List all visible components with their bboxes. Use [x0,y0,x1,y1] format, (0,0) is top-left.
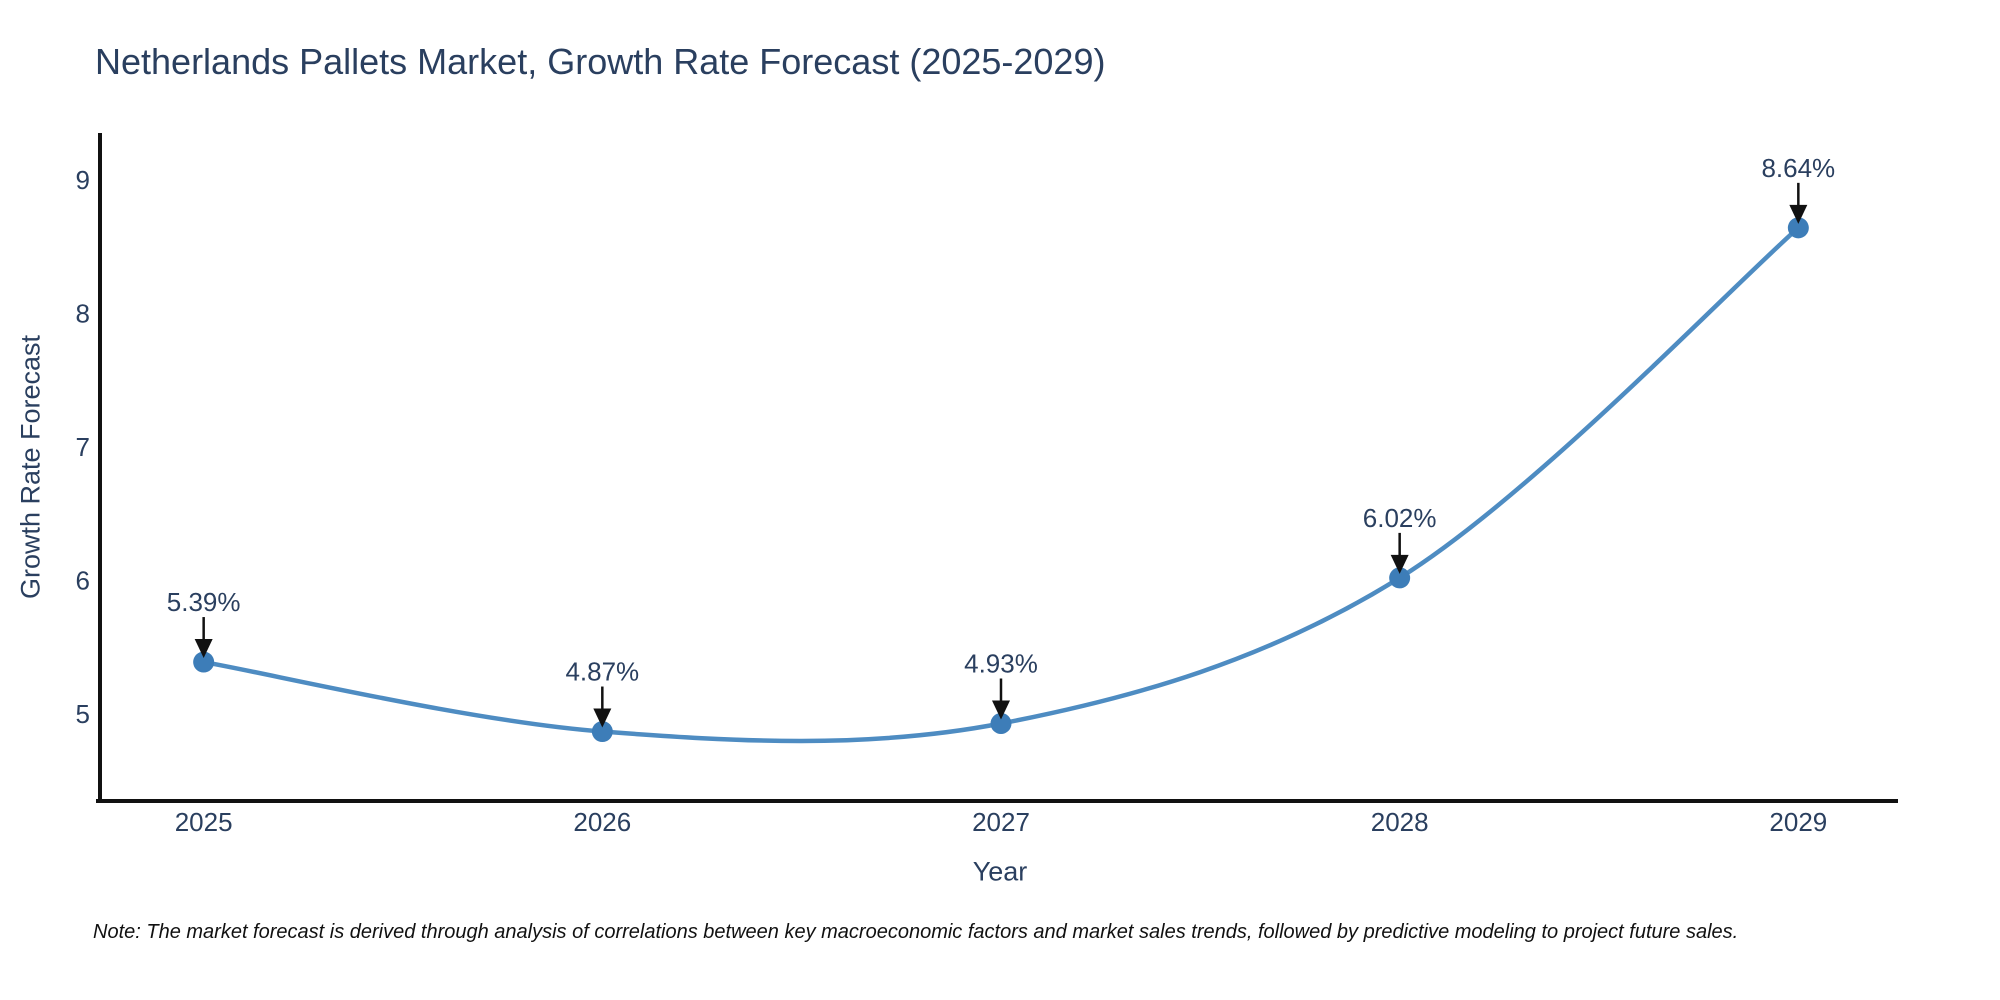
y-tick-label: 7 [76,432,90,462]
x-tick-label: 2028 [1371,807,1429,837]
annotation-arrowhead-icon [1789,204,1808,224]
data-point-marker [591,721,613,743]
data-point-label: 4.87% [565,657,639,687]
y-axis-title: Growth Rate Forecast [15,334,46,600]
y-tick-label: 8 [76,298,90,328]
data-point-label: 6.02% [1363,503,1437,533]
annotation-arrowhead-icon [593,708,612,728]
annotation-arrowhead-icon [991,700,1010,720]
footnote: Note: The market forecast is derived thr… [93,921,1739,943]
x-tick-label: 2029 [1769,807,1827,837]
x-tick-label: 2025 [175,807,233,837]
x-tick-label: 2027 [972,807,1030,837]
data-point-label: 5.39% [167,587,241,617]
y-tick-label: 5 [76,699,90,729]
annotation-arrowhead-icon [1390,554,1409,574]
data-point-marker [193,651,215,673]
data-point-marker [1389,567,1411,589]
data-point-label: 8.64% [1761,153,1835,183]
x-tick-label: 2026 [573,807,631,837]
data-point-label: 4.93% [964,649,1038,679]
y-tick-label: 6 [76,566,90,596]
chart-title: Netherlands Pallets Market, Growth Rate … [95,41,1106,82]
annotation-arrowhead-icon [194,639,213,659]
x-axis-title: Year [972,856,1028,887]
y-tick-label: 9 [76,165,90,195]
data-point-marker [1787,217,1809,239]
data-point-marker [990,713,1012,735]
